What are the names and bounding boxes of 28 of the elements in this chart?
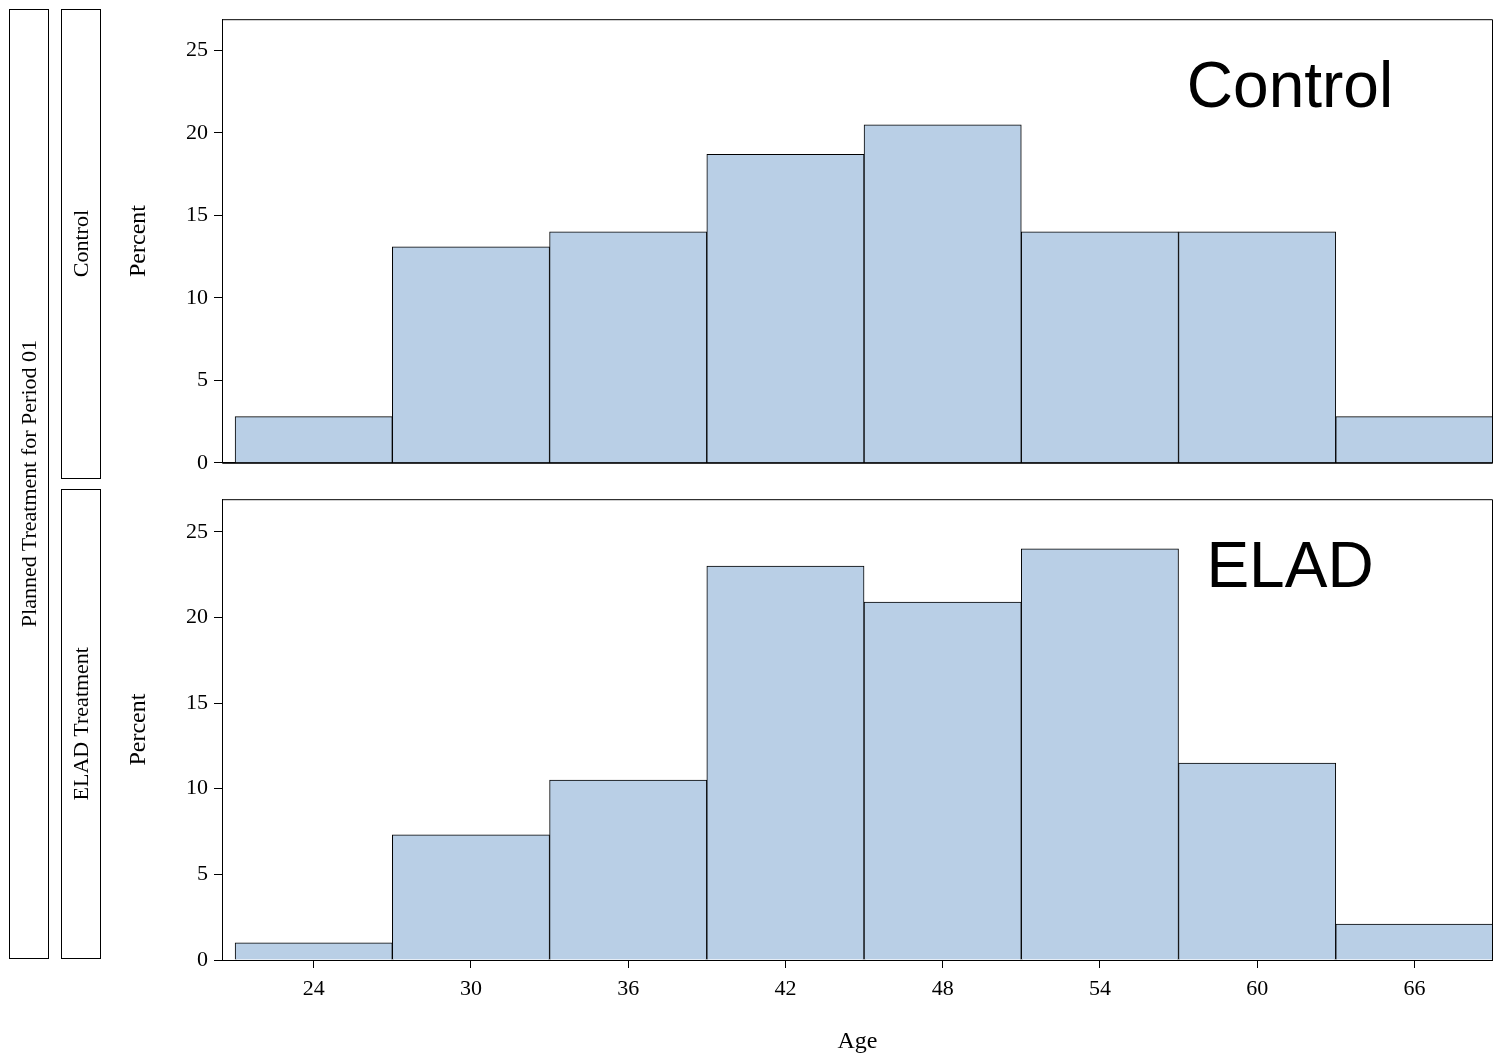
y-tick-label: 25 xyxy=(186,36,208,62)
text: Planned Treatment for Period 01 xyxy=(16,340,42,628)
annotation: Control xyxy=(1185,49,1395,121)
y-tick-label: 5 xyxy=(197,366,208,392)
x-tick-label: 48 xyxy=(931,974,954,1000)
y-tick-label: 15 xyxy=(186,688,208,714)
x-axis-title: Age xyxy=(837,1026,878,1053)
y-axis-title: Percent xyxy=(123,204,150,277)
annotation: ELAD xyxy=(1205,529,1375,601)
x-tick-label: 24 xyxy=(302,974,325,1000)
y-tick-label: 0 xyxy=(197,448,208,474)
x-tick-label: 42 xyxy=(774,974,797,1000)
x-tick-label: 60 xyxy=(1246,974,1269,1000)
y-axis-title: Percent xyxy=(123,693,150,766)
x-tick-label: 66 xyxy=(1403,974,1426,1000)
y-tick-label: 20 xyxy=(186,118,208,144)
y-tick-label: 10 xyxy=(186,283,208,309)
x-tick-label: 30 xyxy=(459,974,482,1000)
y-tick-label: 10 xyxy=(186,774,208,800)
y-tick-label: 5 xyxy=(197,860,208,886)
y-tick-label: 25 xyxy=(186,517,208,543)
text: Control xyxy=(68,210,94,278)
y-tick-label: 20 xyxy=(186,603,208,629)
x-tick-label: 54 xyxy=(1088,974,1111,1000)
y-tick-label: 0 xyxy=(197,945,208,971)
y-tick-label: 15 xyxy=(186,201,208,227)
text: ELAD Treatment xyxy=(68,647,94,801)
x-tick-label: 36 xyxy=(617,974,640,1000)
